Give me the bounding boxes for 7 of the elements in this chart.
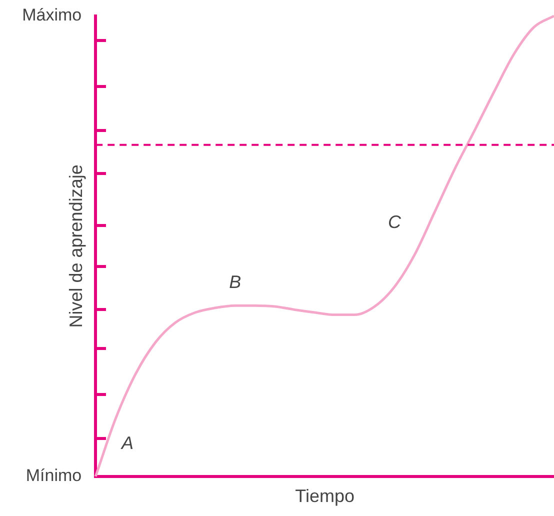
- text: Mínimo: [26, 466, 82, 486]
- x-axis-title: Tiempo: [295, 486, 354, 506]
- text: Máximo: [22, 6, 82, 25]
- annotation: C: [388, 212, 402, 232]
- annotation: A: [120, 433, 134, 454]
- annotation: B: [229, 272, 242, 292]
- y-axis-title: Nivel de aprendizaje: [66, 164, 86, 328]
